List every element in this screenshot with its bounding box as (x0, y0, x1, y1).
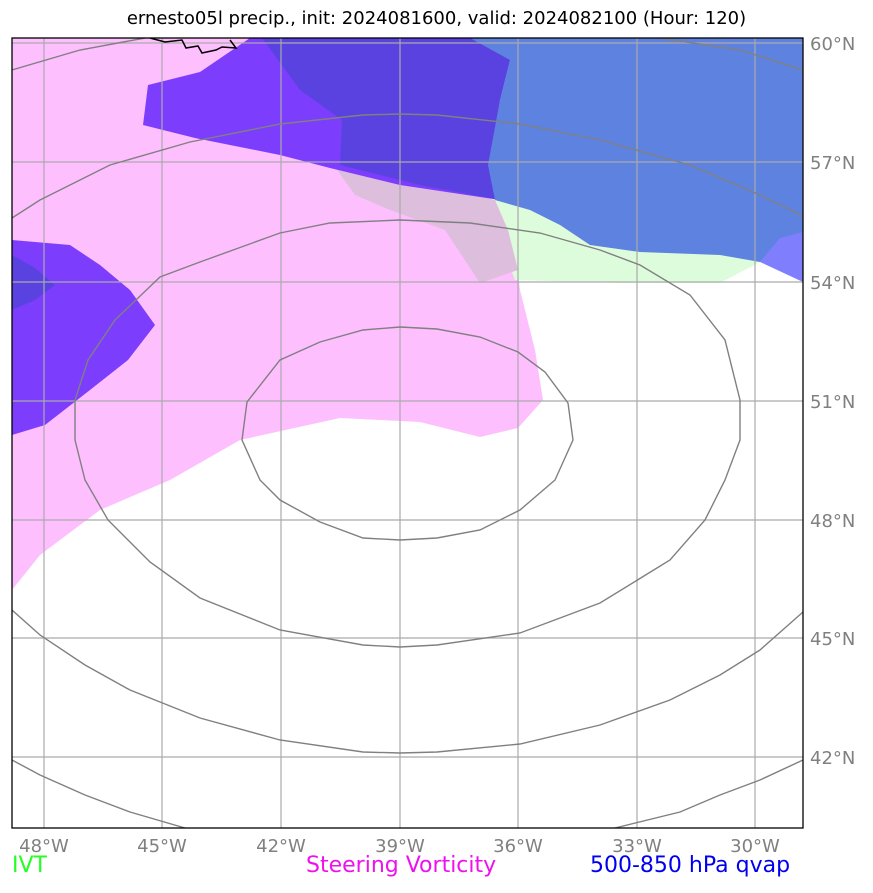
lat-tick: 45°N (810, 629, 855, 650)
contour-bottom-1 (12, 609, 803, 754)
qvap-light-shade (760, 232, 803, 282)
lon-tick: 36°W (493, 836, 543, 857)
contour-outer (12, 113, 803, 219)
contour-inner (241, 326, 574, 541)
legend-ivt: IVT (12, 853, 47, 878)
coastline (149, 38, 238, 54)
lat-tick: 60°N (810, 34, 855, 55)
lat-tick: 51°N (810, 392, 855, 413)
contour-lines (12, 38, 803, 828)
gridlines (12, 38, 803, 828)
qvap-dark-shade (262, 38, 520, 200)
lon-tick: 48°W (19, 836, 69, 857)
legend-steering-vorticity: Steering Vorticity (306, 853, 497, 878)
lon-tick-labels: 48°W 45°W 42°W 39°W 36°W 33°W 30°W (19, 836, 780, 857)
map-frame (11, 37, 804, 829)
contour-bottom-2 (12, 759, 186, 828)
lat-tick: 42°N (810, 748, 855, 769)
lat-tick: 48°N (810, 511, 855, 532)
contour-outer-top-right (659, 38, 803, 71)
lon-tick: 39°W (375, 836, 425, 857)
legend-qvap: 500-850 hPa qvap (590, 853, 791, 878)
lat-tick: 54°N (810, 273, 855, 294)
lon-tick: 42°W (256, 836, 306, 857)
contour-bottom-3 (614, 759, 803, 828)
contour-middle (74, 219, 741, 648)
lon-tick: 45°W (137, 836, 187, 857)
map-title: ernesto05l precip., init: 2024081600, va… (126, 8, 747, 29)
lon-tick: 30°W (730, 836, 780, 857)
lat-tick-labels: 60°N 57°N 54°N 51°N 48°N 45°N 42°N (810, 34, 855, 769)
lon-tick: 33°W (612, 836, 662, 857)
lat-tick: 57°N (810, 153, 855, 174)
steering-vorticity-shade (12, 38, 803, 590)
contour-outer-top (12, 38, 146, 71)
